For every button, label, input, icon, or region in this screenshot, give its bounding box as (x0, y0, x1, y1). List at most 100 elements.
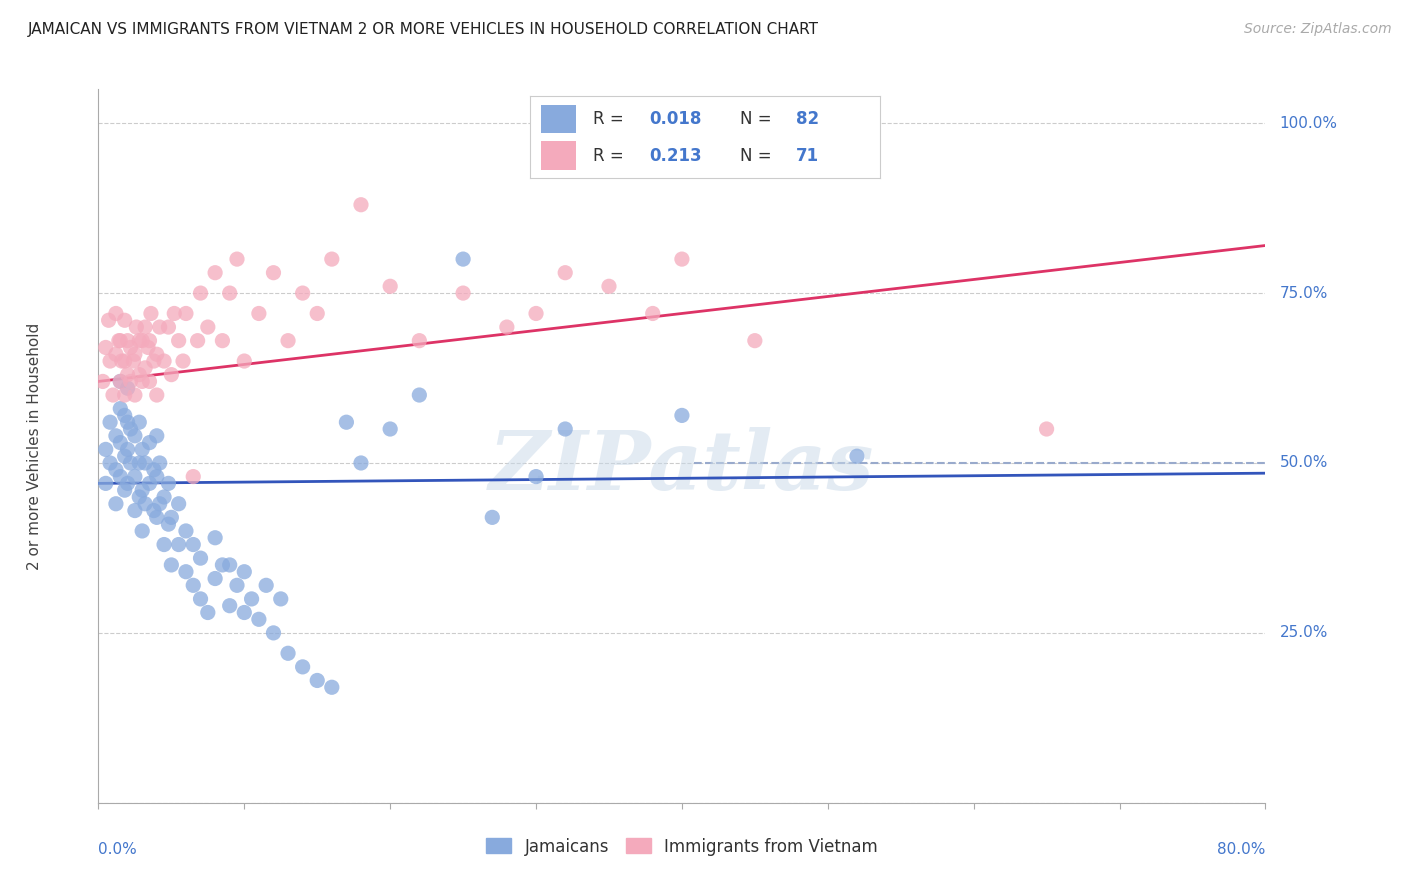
Point (408, 388, 430, 402)
Point (131, 483, 153, 498)
Point (335, 415, 357, 429)
Point (153, 537, 176, 551)
Point (321, 252, 343, 266)
Point (277, 334, 299, 348)
Point (153, 354, 176, 368)
Point (98, 354, 121, 368)
Point (134, 456, 156, 470)
Point (98, 456, 121, 470)
Point (226, 252, 249, 266)
Text: 25.0%: 25.0% (1279, 625, 1327, 640)
Point (136, 341, 159, 355)
Point (142, 354, 165, 368)
Point (247, 306, 270, 320)
Point (204, 531, 226, 545)
Point (641, 306, 664, 320)
Point (181, 537, 204, 551)
Point (197, 320, 219, 334)
Point (104, 306, 127, 320)
Point (167, 334, 190, 348)
Point (114, 388, 136, 402)
Point (128, 334, 150, 348)
Point (204, 266, 226, 280)
Point (211, 334, 233, 348)
Point (321, 680, 343, 694)
Point (117, 334, 139, 348)
Point (160, 368, 183, 382)
Point (291, 286, 314, 301)
Point (226, 578, 249, 592)
Point (114, 354, 136, 368)
Point (378, 279, 402, 293)
Point (350, 456, 373, 470)
Point (262, 266, 284, 280)
Point (307, 306, 329, 320)
Point (197, 606, 219, 620)
Point (211, 558, 233, 572)
Point (554, 266, 576, 280)
Point (138, 375, 160, 389)
Point (108, 334, 131, 348)
Point (160, 558, 183, 572)
Point (138, 334, 160, 348)
Point (240, 591, 263, 606)
Point (554, 422, 576, 436)
Point (233, 354, 256, 368)
Point (128, 456, 150, 470)
Point (139, 306, 162, 320)
Point (157, 320, 180, 334)
Point (138, 435, 160, 450)
Point (378, 422, 402, 436)
Point (110, 334, 132, 348)
Point (120, 341, 142, 355)
Point (218, 599, 240, 613)
Point (181, 469, 204, 483)
Point (110, 375, 132, 389)
Point (174, 565, 197, 579)
Point (98, 415, 121, 429)
Point (218, 558, 240, 572)
Point (94, 476, 117, 491)
Point (149, 497, 172, 511)
Point (190, 551, 212, 566)
Point (138, 476, 160, 491)
Point (270, 591, 292, 606)
Point (104, 347, 127, 361)
Point (146, 510, 169, 524)
Point (124, 469, 146, 483)
Point (91, 375, 114, 389)
Point (671, 409, 693, 423)
Point (233, 606, 256, 620)
Point (149, 456, 172, 470)
Point (247, 612, 270, 626)
Point (262, 626, 284, 640)
Point (160, 510, 183, 524)
Point (131, 442, 153, 457)
Point (110, 401, 132, 416)
Point (181, 578, 204, 592)
Point (451, 286, 474, 301)
Point (146, 469, 169, 483)
Text: 80.0%: 80.0% (1218, 842, 1265, 857)
Point (110, 435, 132, 450)
Point (233, 565, 256, 579)
Point (124, 503, 146, 517)
Point (128, 368, 150, 382)
Text: 75.0%: 75.0% (1279, 285, 1327, 301)
Point (146, 388, 169, 402)
Point (94, 442, 117, 457)
Point (350, 198, 373, 212)
Point (117, 476, 139, 491)
Point (134, 360, 156, 375)
Point (204, 572, 226, 586)
Legend: Jamaicans, Immigrants from Vietnam: Jamaicans, Immigrants from Vietnam (479, 831, 884, 863)
Point (114, 449, 136, 463)
Point (117, 442, 139, 457)
Point (117, 415, 139, 429)
Text: JAMAICAN VS IMMIGRANTS FROM VIETNAM 2 OR MORE VEHICLES IN HOUSEHOLD CORRELATION : JAMAICAN VS IMMIGRANTS FROM VIETNAM 2 OR… (28, 22, 820, 37)
Point (120, 456, 142, 470)
Point (174, 524, 197, 538)
Point (524, 469, 547, 483)
Point (104, 429, 127, 443)
Point (149, 320, 172, 334)
